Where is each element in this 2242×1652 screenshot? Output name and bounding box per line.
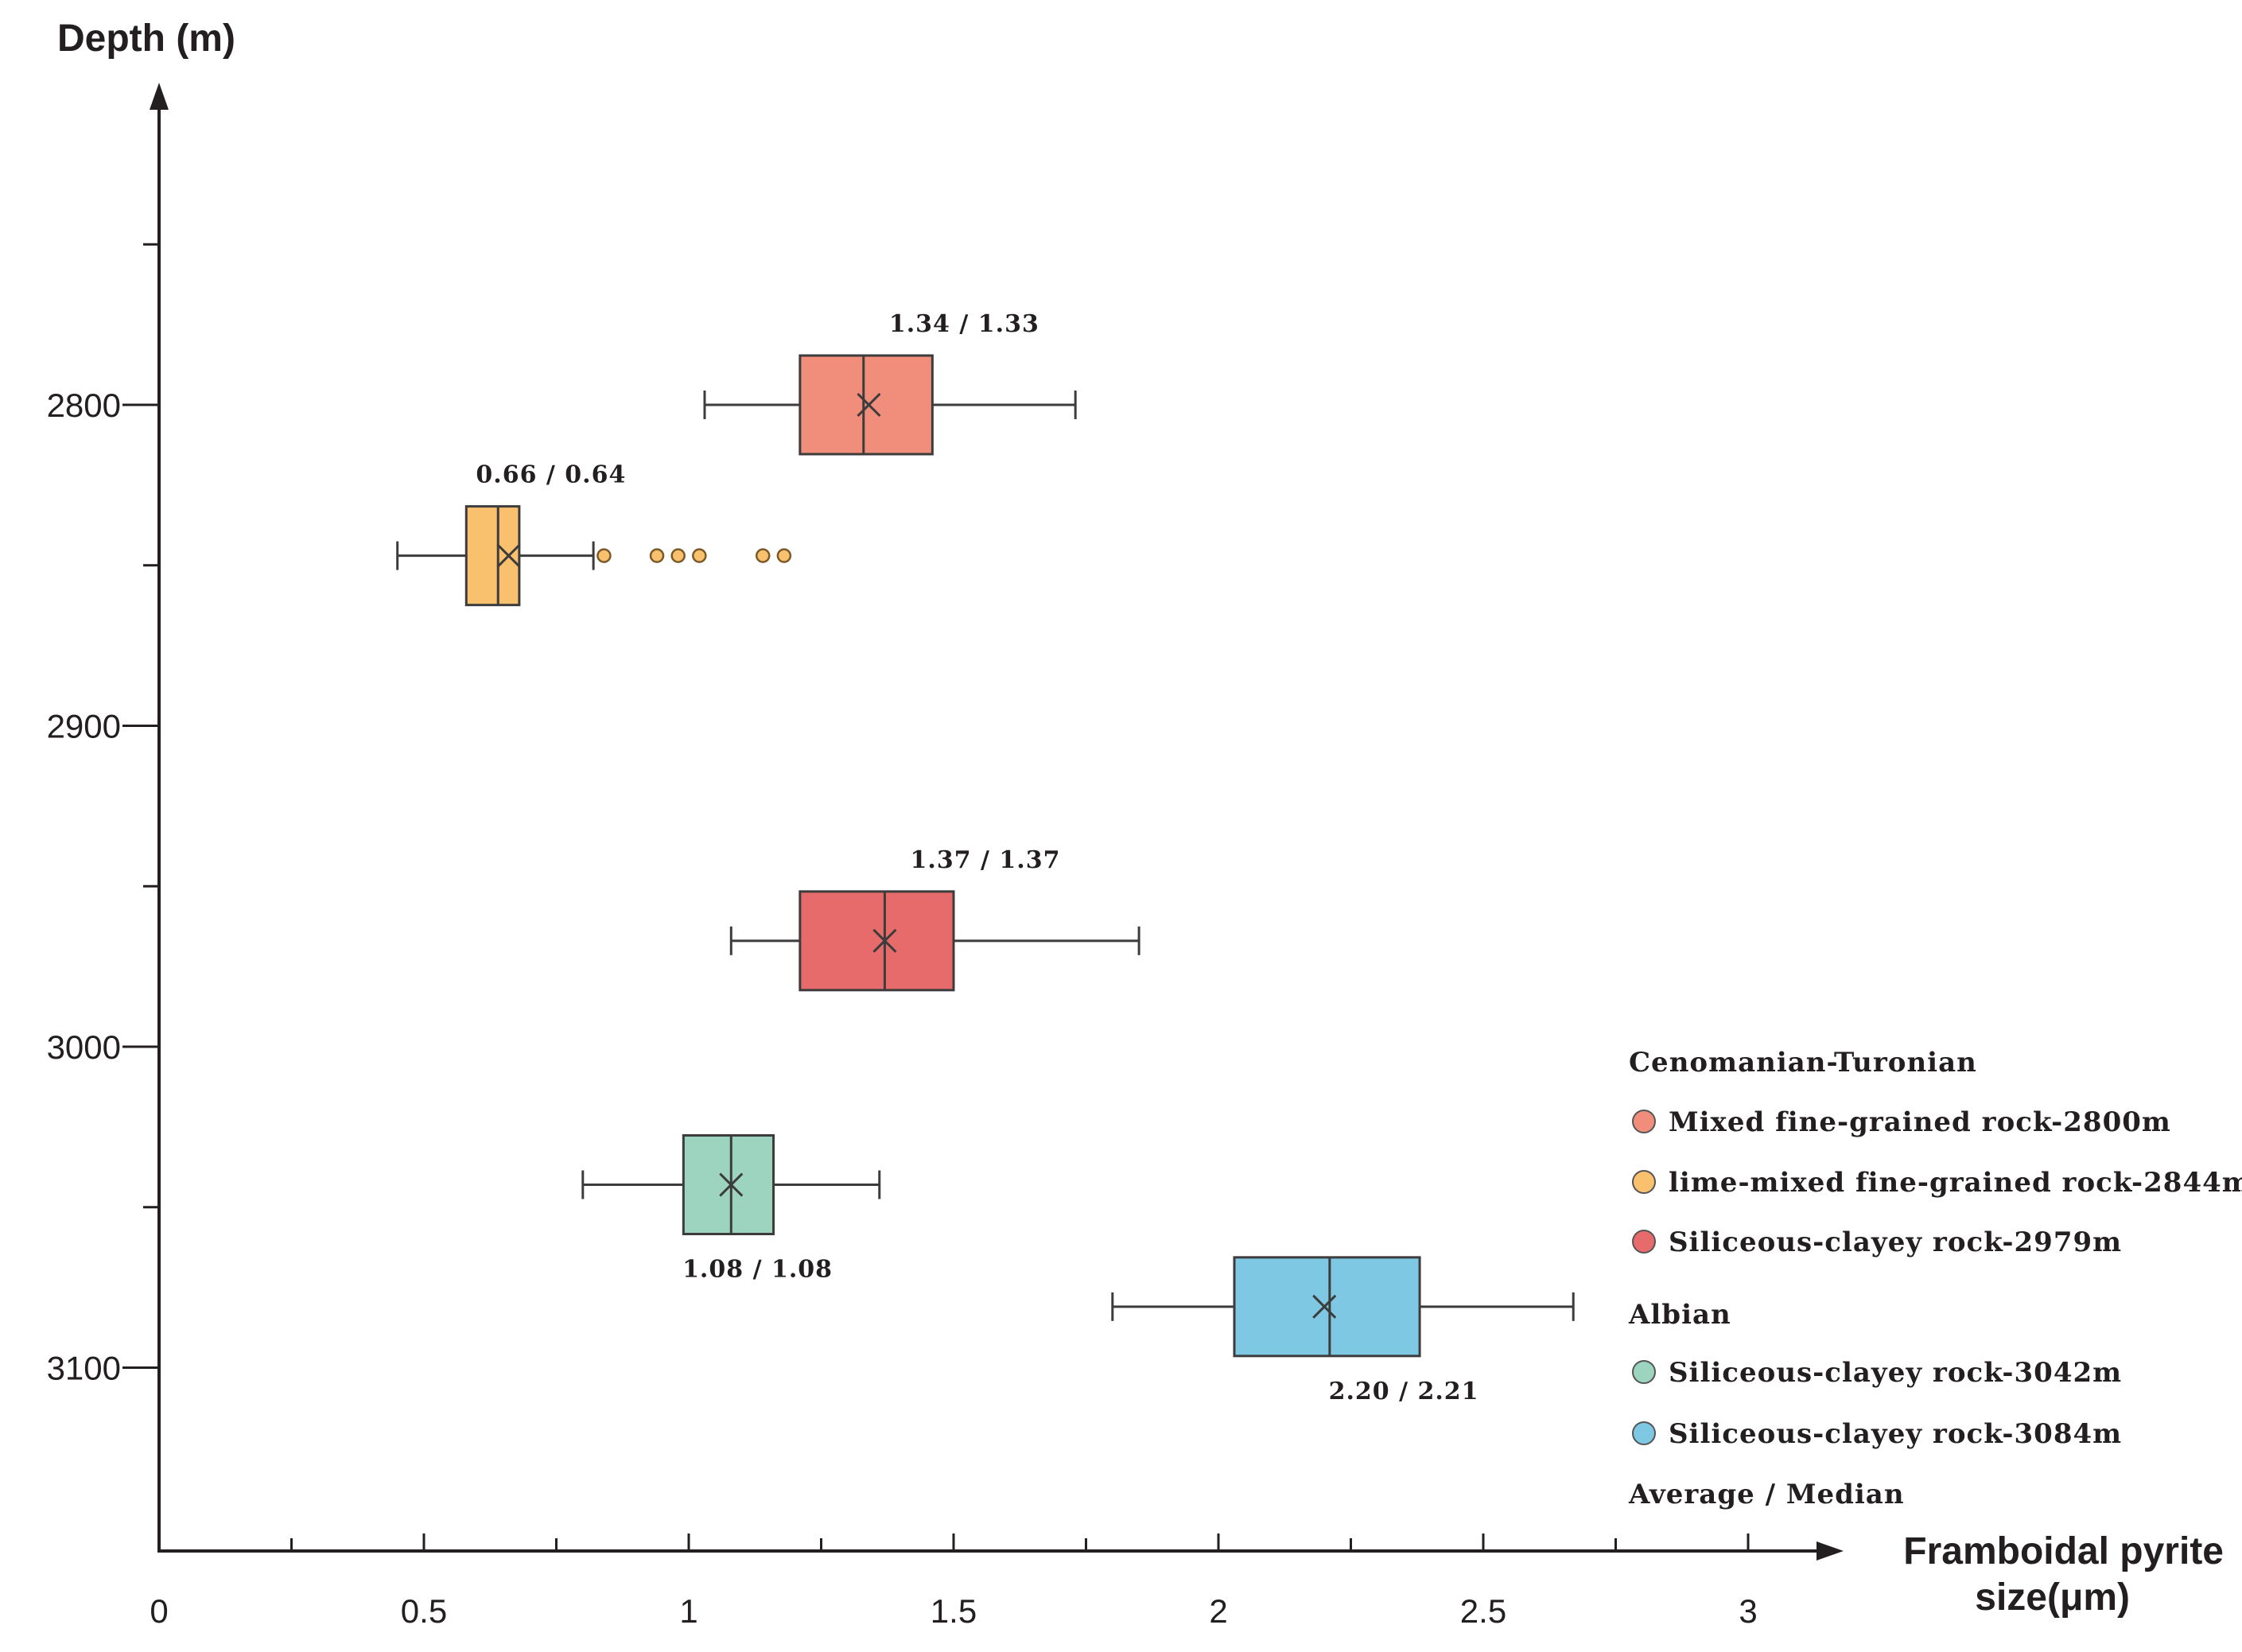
mean-marker xyxy=(872,928,897,953)
legend-label-siliceous-clayey-3042m: Siliceous-clayey rock-3042m xyxy=(1669,1357,2122,1389)
box-value-label: 1.34 / 1.33 xyxy=(889,310,1039,338)
outlier-point xyxy=(670,548,686,563)
legend-label-siliceous-clayey-2979m: Siliceous-clayey rock-2979m xyxy=(1669,1226,2122,1258)
legend-item-siliceous-clayey-3042m: Siliceous-clayey rock-3042m xyxy=(1632,1357,2122,1389)
y-axis-arrow xyxy=(150,83,169,110)
y-tick-label: 3000 xyxy=(47,1028,121,1066)
box-iqr xyxy=(798,890,955,992)
outlier-point xyxy=(692,548,707,563)
x-tick-label: 0 xyxy=(150,1592,168,1630)
legend-marker-siliceous-clayey-3042m xyxy=(1632,1360,1656,1384)
x-tick-label: 2.5 xyxy=(1460,1592,1506,1630)
legend-item-lime-mixed-2844m: lime-mixed fine-grained rock-2844m xyxy=(1632,1167,2242,1199)
box-iqr xyxy=(464,505,521,607)
box-value-label: 2.20 / 2.21 xyxy=(1329,1378,1479,1405)
axes xyxy=(150,83,1844,1561)
legend-marker-siliceous-clayey-3084m xyxy=(1632,1421,1656,1445)
x-axis-ticks: 0 0.5 1 1.5 2 2.5 3 xyxy=(150,1533,1758,1630)
outlier-point xyxy=(755,548,771,563)
x-axis-title-line-2: size(μm) xyxy=(1975,1576,2130,1619)
x-axis-title-line-1: Framboidal pyrite xyxy=(1903,1530,2224,1572)
legend: Cenomanian-Turonian Mixed fine-grained r… xyxy=(1628,1047,2242,1510)
outlier-point xyxy=(776,548,792,563)
y-tick-label: 2800 xyxy=(47,387,121,424)
mean-marker xyxy=(857,392,881,418)
legend-marker-lime-mixed-2844m xyxy=(1632,1170,1656,1194)
x-tick-label: 0.5 xyxy=(401,1592,447,1630)
box-iqr xyxy=(1233,1256,1421,1358)
legend-label-lime-mixed-2844m: lime-mixed fine-grained rock-2844m xyxy=(1669,1167,2242,1199)
y-axis-title: Depth (m) xyxy=(57,17,235,60)
box-plot-4: 1.08 / 1.08 xyxy=(581,1134,881,1284)
x-tick-label: 2 xyxy=(1209,1592,1227,1630)
outlier-point xyxy=(649,548,665,563)
y-tick-label: 2900 xyxy=(47,708,121,745)
box-plot-1: 1.34 / 1.33 xyxy=(703,310,1077,456)
legend-marker-mixed-2800m xyxy=(1632,1110,1656,1133)
legend-group-albian: Albian xyxy=(1628,1299,1731,1331)
y-axis-ticks: 2800 2900 3000 3100 xyxy=(47,243,159,1387)
box-plots: 1.34 / 1.33 0.66 / 0.64 1.37 / 1.37 1.08 / … xyxy=(396,310,1575,1405)
box-plot-5: 2.20 / 2.21 xyxy=(1111,1256,1575,1405)
x-tick-label: 3 xyxy=(1739,1592,1757,1630)
box-value-label: 0.66 / 0.64 xyxy=(476,461,626,489)
legend-marker-siliceous-clayey-2979m xyxy=(1632,1230,1656,1254)
box-value-label: 1.08 / 1.08 xyxy=(682,1256,833,1284)
box-value-label: 1.37 / 1.37 xyxy=(911,846,1061,874)
x-tick-label: 1 xyxy=(679,1592,697,1630)
box-plot-2: 0.66 / 0.64 xyxy=(396,461,792,607)
legend-footer-average-median: Average / Median xyxy=(1628,1479,1905,1510)
outlier-point xyxy=(596,548,612,563)
mean-marker xyxy=(496,543,521,568)
box-iqr xyxy=(798,354,934,456)
legend-item-siliceous-clayey-2979m: Siliceous-clayey rock-2979m xyxy=(1632,1226,2122,1258)
legend-item-siliceous-clayey-3084m: Siliceous-clayey rock-3084m xyxy=(1632,1418,2122,1450)
mean-marker xyxy=(719,1172,744,1197)
legend-item-mixed-2800m: Mixed fine-grained rock-2800m xyxy=(1632,1106,2171,1138)
legend-group-cenomanian-turonian: Cenomanian-Turonian xyxy=(1629,1047,1977,1079)
box-iqr xyxy=(682,1134,775,1236)
legend-label-siliceous-clayey-3084m: Siliceous-clayey rock-3084m xyxy=(1669,1418,2122,1450)
legend-label-mixed-2800m: Mixed fine-grained rock-2800m xyxy=(1669,1106,2171,1138)
x-axis-arrow xyxy=(1817,1541,1844,1561)
mean-marker xyxy=(1312,1294,1337,1319)
box-plot-3: 1.37 / 1.37 xyxy=(729,846,1140,992)
x-tick-label: 1.5 xyxy=(931,1592,977,1630)
y-tick-label: 3100 xyxy=(47,1350,121,1387)
